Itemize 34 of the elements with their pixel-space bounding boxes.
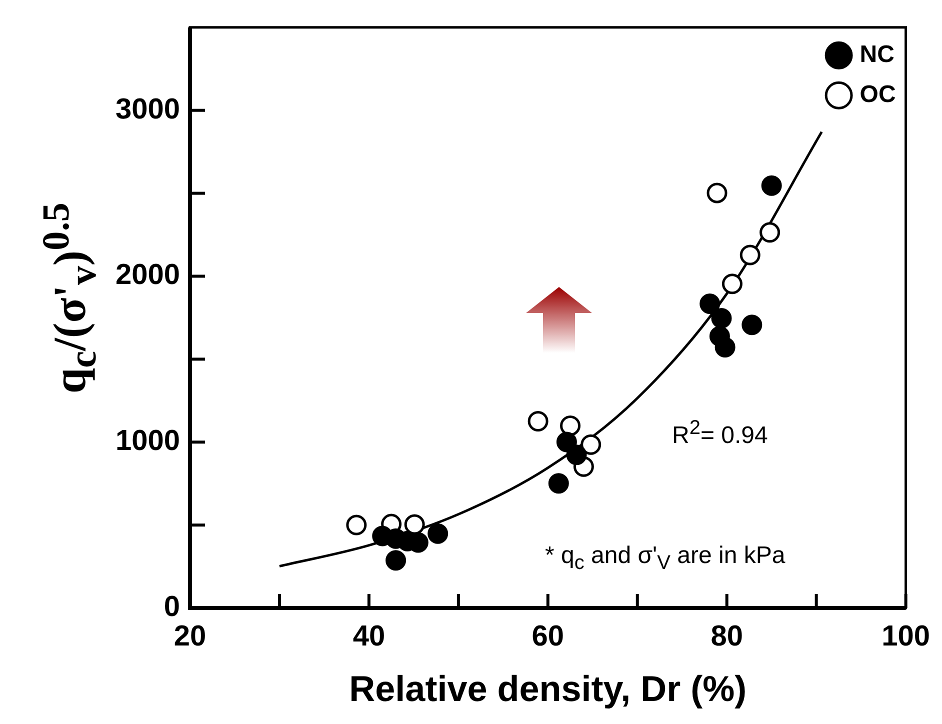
point xyxy=(386,550,406,571)
point xyxy=(404,514,425,535)
point xyxy=(556,432,577,452)
x-tick-label: 20 xyxy=(174,620,206,652)
x-tick-label: 60 xyxy=(532,620,564,652)
x-axis-title: Relative density, Dr (%) xyxy=(349,668,747,710)
y-tick-label: 1000 xyxy=(115,425,180,458)
point xyxy=(528,410,548,432)
x-tick-label: 40 xyxy=(352,620,386,652)
x-tick-label: 80 xyxy=(710,620,743,652)
point xyxy=(548,473,569,494)
annotation: * q$_{c}$ and σ'$_{V}$ are in kPa xyxy=(545,542,786,575)
annotation: R$^{2}$= 0.94 xyxy=(672,417,768,450)
point xyxy=(560,415,581,436)
point xyxy=(580,434,602,455)
point xyxy=(711,308,732,328)
point xyxy=(742,314,762,336)
y-tick-label: 0 xyxy=(164,591,180,623)
x-tick-label: 100 xyxy=(882,620,930,652)
point xyxy=(722,274,742,294)
point xyxy=(706,182,728,204)
point xyxy=(428,523,448,544)
y-tick-label: 2000 xyxy=(115,259,180,292)
legend-label: NC xyxy=(860,41,894,68)
point xyxy=(761,175,782,196)
line-series xyxy=(278,130,823,568)
point xyxy=(760,222,780,243)
point xyxy=(740,244,760,266)
point xyxy=(566,444,587,466)
y-tick-label: 3000 xyxy=(115,93,180,126)
legend-label: OC xyxy=(860,81,896,108)
point xyxy=(346,514,367,536)
point xyxy=(714,336,736,358)
point xyxy=(700,294,720,314)
